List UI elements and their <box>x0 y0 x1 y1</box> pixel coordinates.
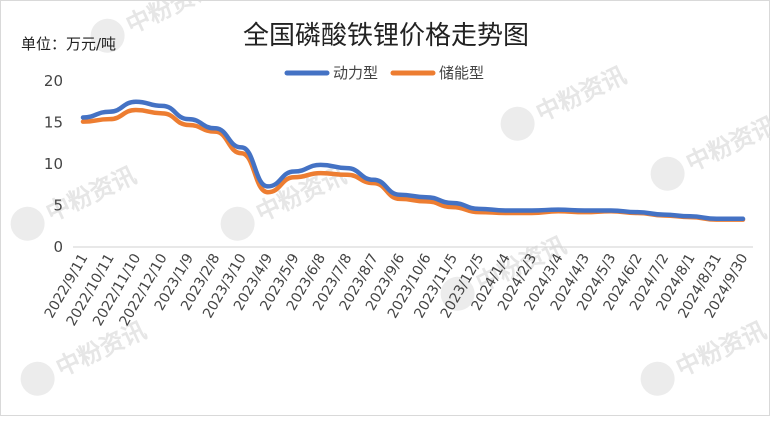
watermark-logo-icon <box>20 361 55 396</box>
y-tick-label-0: 0 <box>53 238 63 256</box>
watermark-logo-icon <box>500 106 535 141</box>
watermark-logo-icon <box>440 276 475 311</box>
watermark-6: 中粉资讯 <box>640 316 770 396</box>
series-line-0 <box>80 99 746 222</box>
watermark-text: 中粉资讯 <box>682 111 770 177</box>
watermark-logo-icon <box>10 206 45 241</box>
y-axis-ticks: 0 5 10 15 20 <box>44 72 63 256</box>
legend: 动力型 储能型 <box>284 64 484 82</box>
watermark-logo-icon <box>650 156 685 191</box>
watermark-text: 中粉资讯 <box>122 1 221 39</box>
series-lines <box>80 99 746 222</box>
legend-label-1: 储能型 <box>439 64 484 82</box>
y-tick-label-3: 15 <box>44 114 63 132</box>
watermark-1: 中粉资讯 <box>500 61 631 141</box>
y-tick-label-2: 10 <box>44 155 63 173</box>
unit-label: 单位：万元/吨 <box>21 35 116 53</box>
watermark-text: 中粉资讯 <box>672 316 770 382</box>
watermark-logo-icon <box>220 206 255 241</box>
y-tick-label-1: 5 <box>53 197 63 215</box>
watermark-logo-icon <box>90 18 125 53</box>
x-axis-ticks: 2022/9/112022/10/112022/11/102022/12/102… <box>42 251 752 329</box>
watermark-5: 中粉资讯 <box>650 111 770 191</box>
legend-label-0: 动力型 <box>333 64 378 82</box>
series-line-1 <box>80 107 746 222</box>
y-tick-label-4: 20 <box>44 72 63 90</box>
chart-title: 全国磷酸铁锂价格走势图 <box>243 21 529 51</box>
watermark-text: 中粉资讯 <box>532 61 631 127</box>
watermark-logo-icon <box>640 361 675 396</box>
watermark-2: 中粉资讯 <box>10 161 140 241</box>
